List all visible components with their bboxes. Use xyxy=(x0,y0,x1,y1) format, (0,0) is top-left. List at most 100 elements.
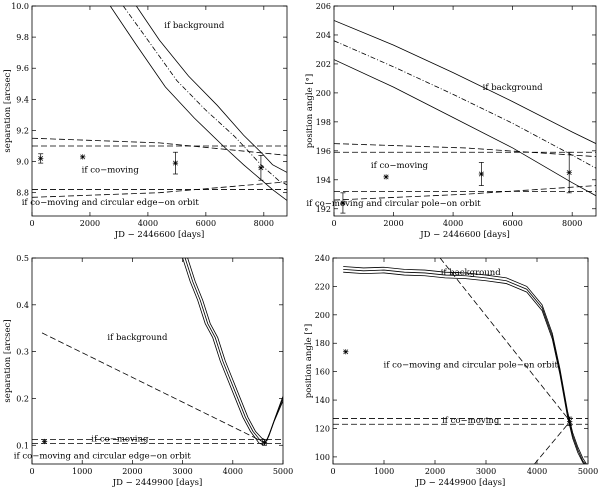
y-tick-label: 9.6 xyxy=(16,64,29,73)
y-axis-label: separation [arcsec] xyxy=(3,319,13,402)
series-line-edge-on-orbit-upper xyxy=(32,137,287,156)
data-point xyxy=(340,200,346,206)
y-tick-label: 160 xyxy=(315,368,330,377)
y-tick-label: 204 xyxy=(316,31,331,40)
annotation-label: if co−moving xyxy=(371,161,429,171)
x-axis-label: JD − 2449900 [days] xyxy=(112,478,203,488)
series-line-pole-on-orbit-lower xyxy=(334,185,596,201)
panel-bottom-right: 0 1000 2000 3000 4000 5000 100 120 140 160 180 200 2… xyxy=(304,254,598,488)
series-line-edge-on-orbit xyxy=(41,332,266,444)
x-tick-label: 2000 xyxy=(122,467,142,476)
panel-top-left: 0 2000 4000 6000 8000 8.8 9.0 9.2 9.4 9.6 9.8 10.0 J… xyxy=(3,2,288,240)
annotation-label: if background xyxy=(483,83,544,93)
y-tick-label: 194 xyxy=(316,176,331,185)
series-line-background-upper xyxy=(343,266,587,464)
y-tick-label: 0.5 xyxy=(16,254,29,263)
annotation-label: if co−moving and circular edge−on orbit xyxy=(22,198,200,208)
plot-frame xyxy=(31,257,284,465)
y-tick-label: 10.0 xyxy=(11,2,29,11)
y-tick-label: 120 xyxy=(315,424,330,433)
y-tick-label: 180 xyxy=(315,339,330,348)
series-group xyxy=(32,258,283,446)
x-axis-label: JD − 2446600 [days] xyxy=(114,230,205,240)
annotation-label: if co−moving and circular pole−on orbit xyxy=(306,199,481,209)
x-axis-label: JD − 2449900 [days] xyxy=(415,478,506,488)
series-line-background-lower xyxy=(334,59,596,197)
y-tick-label: 0.1 xyxy=(16,441,29,450)
annotation-label: if background xyxy=(107,333,168,343)
y-tick-label: 9.2 xyxy=(16,126,29,135)
y-axis-label: position angle [°] xyxy=(304,324,314,398)
annotation-label: if background xyxy=(441,268,502,278)
y-tick-label: 0.4 xyxy=(16,301,29,310)
y-tick-label: 8.8 xyxy=(16,189,29,198)
x-tick-label: 5000 xyxy=(273,467,293,476)
x-tick-label: 0 xyxy=(29,219,34,228)
y-tick-label: 9.4 xyxy=(16,95,29,104)
series-line-edge-on-orbit-lower xyxy=(32,181,287,198)
y-tick-label: 9.8 xyxy=(16,33,29,42)
series-line-background xyxy=(122,6,287,186)
annotation-label: if co−moving xyxy=(91,435,149,445)
series-line-pole-on-orbit-lower xyxy=(534,421,571,464)
x-tick-label: 2000 xyxy=(425,467,445,476)
panel-bottom-left: 0 1000 2000 3000 4000 5000 0.1 0.2 0.3 0.4 0.5 JD −… xyxy=(3,254,293,488)
data-point xyxy=(41,438,48,445)
data-point xyxy=(80,154,86,160)
x-tick-label: 1000 xyxy=(72,467,92,476)
series-line-background xyxy=(184,258,283,444)
series-line-pole-on-orbit-upper xyxy=(439,258,571,422)
x-tick-label: 2000 xyxy=(383,219,403,228)
series-line-background-lower xyxy=(343,271,585,464)
x-tick-label: 4000 xyxy=(138,219,158,228)
data-point xyxy=(383,174,389,180)
y-axis-label: separation [arcsec] xyxy=(3,69,13,152)
y-tick-label: 100 xyxy=(315,453,330,462)
y-tick-label: 220 xyxy=(315,282,330,291)
data-point xyxy=(478,171,485,177)
series-group xyxy=(333,258,588,464)
y-tick-label: 0.2 xyxy=(16,394,29,403)
x-tick-label: 2000 xyxy=(80,219,100,228)
plot-frame xyxy=(332,257,589,465)
y-tick-label: 192 xyxy=(316,205,331,214)
series-line-background-upper xyxy=(334,20,596,144)
series-line-pole-on-orbit-upper xyxy=(334,143,596,158)
y-tick-label: 206 xyxy=(316,2,331,11)
y-tick-label: 196 xyxy=(316,147,331,156)
data-point xyxy=(567,418,573,425)
annotation-label: if co−moving xyxy=(82,165,140,175)
x-tick-label: 3000 xyxy=(172,467,192,476)
y-tick-label: 200 xyxy=(316,89,331,98)
x-tick-label: 0 xyxy=(29,467,34,476)
data-point xyxy=(172,160,179,166)
annotation-label: if co−moving and circular edge−on orbit xyxy=(14,451,192,461)
series-line-background-upper xyxy=(135,6,287,173)
series-line-background-lower xyxy=(182,258,283,446)
y-tick-label: 198 xyxy=(316,118,331,127)
x-axis-label: JD − 2446600 [days] xyxy=(419,230,510,240)
x-tick-label: 0 xyxy=(330,467,335,476)
y-axis-label: position angle [°] xyxy=(305,74,315,148)
x-tick-label: 4000 xyxy=(223,467,243,476)
x-tick-label: 6000 xyxy=(196,219,216,228)
x-tick-label: 5000 xyxy=(578,467,598,476)
series-line-background-upper xyxy=(187,258,283,442)
x-tick-label: 8000 xyxy=(254,219,274,228)
y-tick-label: 140 xyxy=(315,396,330,405)
annotation-label: if co−moving xyxy=(442,416,500,426)
x-tick-label: 8000 xyxy=(562,219,582,228)
x-tick-label: 6000 xyxy=(502,219,522,228)
series-line-background xyxy=(343,268,586,464)
data-point xyxy=(38,155,44,162)
data-point xyxy=(566,169,572,176)
series-group xyxy=(334,20,596,214)
annotation-label: if co−moving and circular pole−on orbit xyxy=(384,360,559,370)
data-point xyxy=(258,165,264,171)
x-tick-label: 1000 xyxy=(374,467,394,476)
y-tick-label: 240 xyxy=(315,254,330,263)
plot-frame xyxy=(333,5,597,217)
y-tick-label: 0.3 xyxy=(16,348,29,357)
y-tick-label: 200 xyxy=(315,311,330,320)
